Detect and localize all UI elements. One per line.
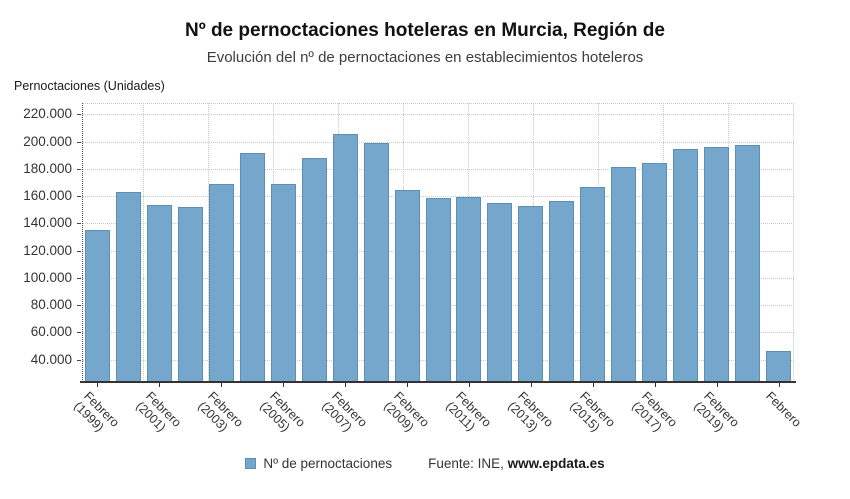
y-axis-tick bbox=[77, 223, 81, 225]
y-axis-tick bbox=[77, 277, 81, 279]
gridline-vertical bbox=[143, 103, 145, 382]
y-axis-label: 160.000 bbox=[23, 188, 72, 204]
y-axis-tick bbox=[77, 168, 81, 170]
gridline-horizontal bbox=[82, 168, 794, 170]
x-axis-tick bbox=[716, 383, 718, 387]
bar[interactable] bbox=[208, 183, 234, 382]
gridline-vertical bbox=[793, 103, 795, 382]
plot-top-border bbox=[82, 103, 794, 104]
legend-label: Nº de pernoctaciones bbox=[263, 456, 393, 471]
y-axis-tick bbox=[77, 250, 81, 252]
x-axis-tick bbox=[778, 383, 780, 387]
x-axis-label: Febrero (2007) bbox=[319, 389, 371, 435]
y-axis-tick bbox=[77, 332, 81, 334]
chart-subtitle: Evolución del nº de pernoctaciones en es… bbox=[206, 49, 644, 66]
x-axis-label: Febrero (1999) bbox=[71, 389, 123, 435]
y-axis-label: 100.000 bbox=[23, 269, 72, 285]
y-axis-label: 220.000 bbox=[23, 106, 72, 122]
x-axis-label: Febrero (2003) bbox=[195, 389, 247, 435]
y-axis-tick bbox=[77, 305, 81, 307]
x-axis-tick bbox=[221, 383, 223, 387]
y-axis-label: 80.000 bbox=[30, 297, 72, 313]
bar[interactable] bbox=[115, 191, 141, 382]
source-link[interactable]: www.epdata.es bbox=[507, 456, 605, 471]
bar[interactable] bbox=[146, 205, 172, 382]
x-axis-tick bbox=[654, 383, 656, 387]
gridline-horizontal bbox=[82, 114, 794, 116]
y-axis-label: 60.000 bbox=[30, 324, 72, 340]
y-axis-label: 200.000 bbox=[23, 133, 72, 149]
source-text: Fuente: INE, www.epdata.es bbox=[428, 456, 605, 471]
x-axis-label: Febrero (2019) bbox=[690, 389, 742, 435]
y-axis-tick bbox=[77, 359, 81, 361]
bar[interactable] bbox=[239, 153, 265, 382]
bar[interactable] bbox=[394, 189, 420, 382]
bar[interactable] bbox=[549, 200, 575, 382]
y-axis-label: 120.000 bbox=[23, 242, 72, 258]
bar[interactable] bbox=[673, 148, 699, 382]
bar[interactable] bbox=[642, 162, 668, 382]
x-axis-label: Febrero (2015) bbox=[566, 389, 618, 435]
x-axis-label: Febrero (2005) bbox=[257, 389, 309, 435]
x-axis-label: Febrero bbox=[762, 389, 804, 430]
bar[interactable] bbox=[332, 134, 358, 382]
bar[interactable] bbox=[270, 184, 296, 382]
x-axis-label: Febrero (2013) bbox=[505, 389, 556, 435]
y-axis-tick bbox=[77, 141, 81, 143]
bar[interactable] bbox=[456, 196, 482, 382]
x-axis-tick bbox=[530, 383, 532, 387]
x-axis-tick bbox=[592, 383, 594, 387]
legend-swatch bbox=[245, 458, 257, 469]
x-axis-label: Febrero (2011) bbox=[443, 389, 494, 434]
bar[interactable] bbox=[84, 230, 110, 382]
legend-item-pernoctaciones[interactable]: Nº de pernoctaciones bbox=[245, 456, 392, 471]
y-axis-tick bbox=[77, 114, 81, 116]
x-axis-tick bbox=[345, 383, 347, 387]
bar[interactable] bbox=[766, 351, 792, 382]
legend: Nº de pernoctaciones Fuente: INE, www.ep… bbox=[0, 456, 850, 471]
bar[interactable] bbox=[580, 187, 606, 382]
y-axis-unit-label: Pernoctaciones (Unidades) bbox=[14, 79, 165, 93]
bar[interactable] bbox=[611, 166, 637, 382]
x-axis-label: Febrero (2017) bbox=[628, 389, 680, 435]
gridline-horizontal bbox=[82, 141, 794, 143]
bar[interactable] bbox=[735, 144, 761, 382]
bar[interactable] bbox=[177, 207, 203, 382]
x-axis-tick bbox=[97, 383, 99, 387]
source-prefix: Fuente: INE, bbox=[428, 456, 508, 471]
gridline-horizontal bbox=[82, 196, 794, 198]
bar[interactable] bbox=[518, 205, 544, 382]
bar[interactable] bbox=[487, 202, 513, 382]
x-axis bbox=[80, 381, 796, 383]
x-axis-tick bbox=[283, 383, 285, 387]
y-axis-tick bbox=[77, 196, 81, 198]
x-axis-label: Febrero (2001) bbox=[133, 389, 185, 435]
bar[interactable] bbox=[363, 143, 389, 382]
x-axis-tick bbox=[407, 383, 409, 387]
y-axis-label: 180.000 bbox=[23, 160, 72, 176]
y-axis-label: 140.000 bbox=[23, 215, 72, 231]
bar[interactable] bbox=[704, 146, 730, 382]
chart-title: Nº de pernoctaciones hoteleras en Murcia… bbox=[185, 20, 665, 41]
y-axis-label: 40.000 bbox=[30, 351, 72, 367]
x-axis-label: Febrero (2009) bbox=[381, 389, 432, 435]
bar[interactable] bbox=[301, 158, 327, 382]
x-axis-tick bbox=[468, 383, 470, 387]
bar[interactable] bbox=[425, 198, 451, 382]
x-axis-tick bbox=[159, 383, 161, 387]
y-axis bbox=[81, 103, 83, 382]
